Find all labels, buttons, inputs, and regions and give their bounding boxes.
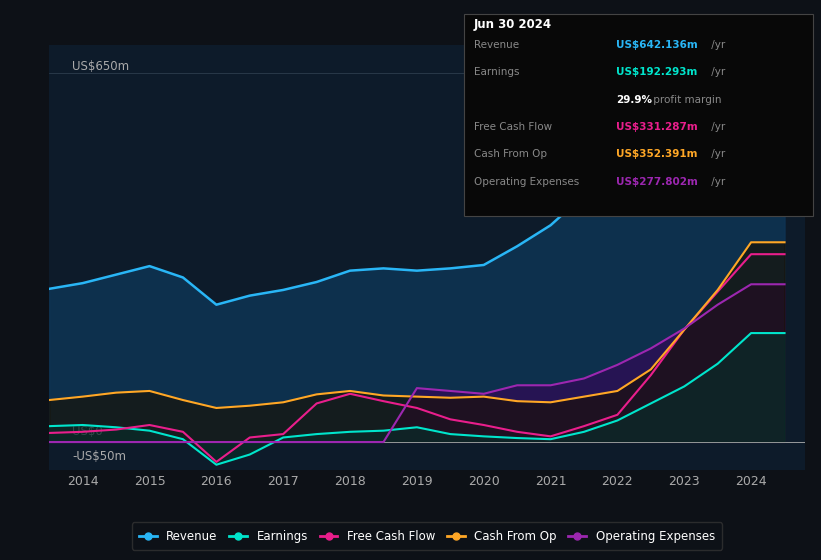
- Text: Jun 30 2024: Jun 30 2024: [474, 17, 552, 31]
- Text: /yr: /yr: [708, 40, 725, 50]
- Text: /yr: /yr: [708, 122, 725, 132]
- Legend: Revenue, Earnings, Free Cash Flow, Cash From Op, Operating Expenses: Revenue, Earnings, Free Cash Flow, Cash …: [132, 522, 722, 549]
- Text: US$277.802m: US$277.802m: [616, 177, 698, 187]
- Text: Operating Expenses: Operating Expenses: [474, 177, 579, 187]
- Text: Revenue: Revenue: [474, 40, 519, 50]
- Text: US$650m: US$650m: [72, 60, 129, 73]
- Text: Free Cash Flow: Free Cash Flow: [474, 122, 552, 132]
- Text: US$331.287m: US$331.287m: [616, 122, 698, 132]
- Text: US$642.136m: US$642.136m: [616, 40, 698, 50]
- Text: 29.9%: 29.9%: [616, 95, 652, 105]
- Text: /yr: /yr: [708, 67, 725, 77]
- Text: /yr: /yr: [708, 150, 725, 160]
- Text: -US$50m: -US$50m: [72, 450, 126, 463]
- Text: US$192.293m: US$192.293m: [616, 67, 697, 77]
- Text: US$352.391m: US$352.391m: [616, 150, 697, 160]
- Text: /yr: /yr: [708, 177, 725, 187]
- Text: profit margin: profit margin: [650, 95, 722, 105]
- Text: Earnings: Earnings: [474, 67, 519, 77]
- Text: US$0: US$0: [72, 426, 103, 438]
- Text: Cash From Op: Cash From Op: [474, 150, 547, 160]
